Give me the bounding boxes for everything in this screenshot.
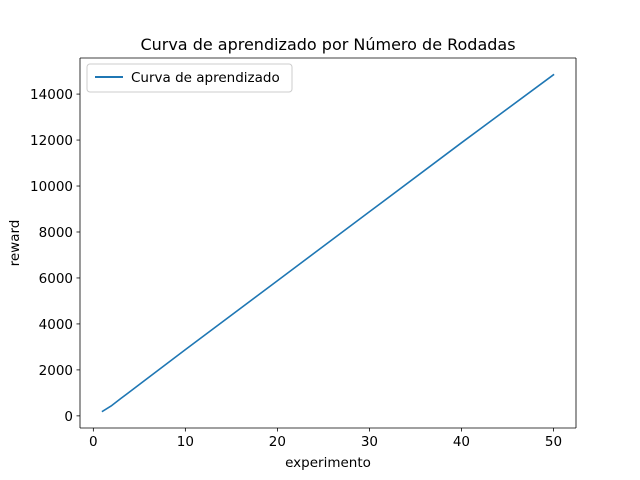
y-tick-label: 2000 [39, 363, 73, 379]
y-tick-label: 0 [64, 409, 73, 425]
y-tick-label: 8000 [39, 225, 73, 241]
x-tick-label: 50 [545, 434, 562, 450]
x-tick-label: 40 [453, 434, 470, 450]
y-tick-label: 12000 [30, 133, 73, 149]
x-tick-label: 10 [177, 434, 194, 450]
y-tick-label: 14000 [30, 87, 73, 103]
series-layer [101, 73, 555, 413]
legend-label: Curva de aprendizado [131, 70, 280, 86]
chart-title: Curva de aprendizado por Número de Rodad… [140, 35, 515, 54]
x-axis-label: experimento [285, 455, 371, 471]
y-tick-label: 4000 [39, 317, 73, 333]
legend-box [86, 63, 293, 93]
x-axis-ticks: 0 10 20 30 40 50 [89, 428, 562, 450]
y-tick-label: 10000 [30, 179, 73, 195]
x-tick-label: 30 [361, 434, 378, 450]
x-tick-label: 20 [269, 434, 286, 450]
y-tick-label: 6000 [39, 271, 73, 287]
series-line [101, 73, 555, 413]
legend: Curva de aprendizado [86, 63, 293, 93]
y-axis-label: reward [7, 220, 23, 267]
axes-frame [79, 57, 577, 429]
y-axis-ticks: 0 2000 4000 6000 8000 10000 12000 14000 [30, 87, 80, 425]
x-tick-label: 0 [89, 434, 98, 450]
